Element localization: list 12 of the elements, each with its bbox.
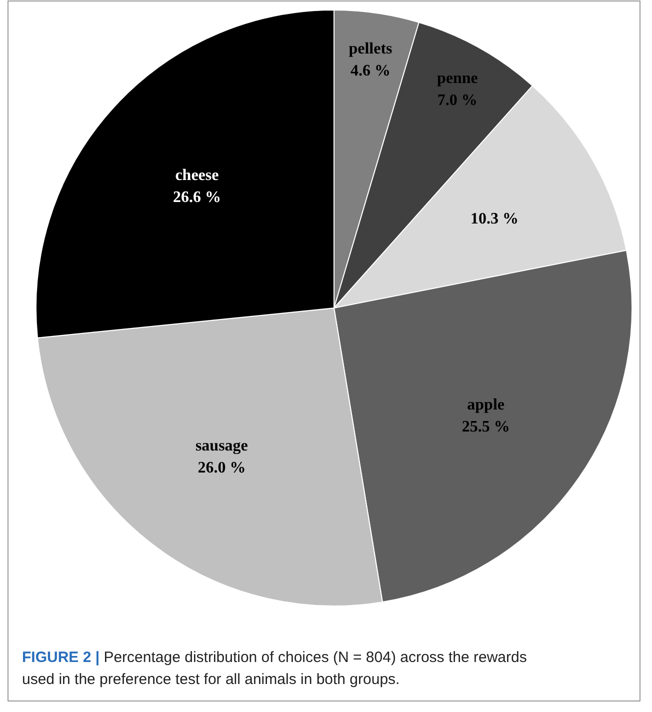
data-label: 7.0 % [437, 92, 478, 109]
data-label: 4.6 % [350, 62, 390, 80]
data-label: 26.6 % [172, 189, 221, 206]
data-label: 26.0 % [198, 460, 246, 477]
caption: FIGURE 2 | Percentage distribution of choices (N = 804) across the rewards used in the preference test for all animals in both groups. [22, 649, 527, 688]
data-label: 10.3 % [470, 210, 518, 228]
slice-label: penne [436, 70, 478, 87]
slice-label: sausage [195, 438, 248, 455]
data-label: 25.5 % [462, 418, 510, 436]
slice-label: cheese [175, 167, 219, 184]
slice-label: apple [467, 396, 504, 414]
slice-label: pellets [348, 40, 392, 58]
